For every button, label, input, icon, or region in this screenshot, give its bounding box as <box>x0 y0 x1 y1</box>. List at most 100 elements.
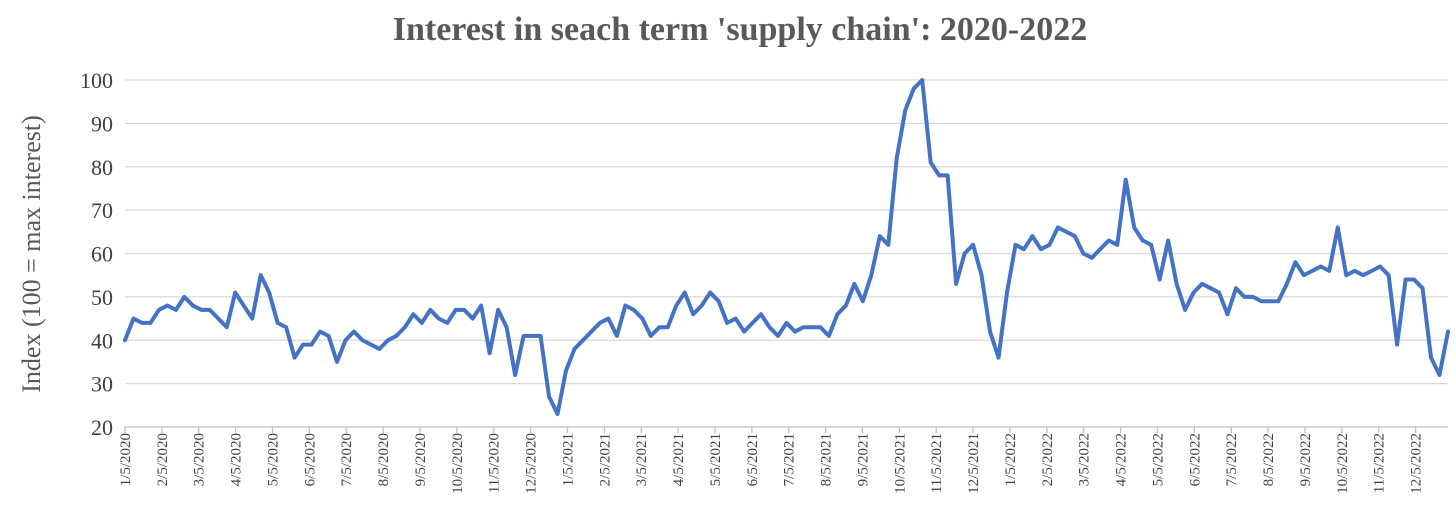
data-point <box>818 325 823 330</box>
data-point <box>504 325 509 330</box>
data-point <box>877 234 882 238</box>
data-point <box>140 321 144 325</box>
data-point <box>165 303 170 308</box>
data-point <box>377 347 382 351</box>
data-point <box>589 329 594 334</box>
data-point <box>996 355 1001 360</box>
data-point <box>1098 247 1103 251</box>
data-point <box>657 325 662 330</box>
data-point <box>267 290 271 295</box>
data-point <box>301 342 305 347</box>
data-point <box>1302 273 1306 277</box>
data-point <box>462 308 467 312</box>
data-point <box>1437 373 1442 377</box>
data-point <box>920 78 924 82</box>
data-point <box>776 334 780 338</box>
data-point <box>1386 273 1391 277</box>
x-tick-label: 10/5/2020 <box>450 433 466 494</box>
data-point <box>530 334 534 338</box>
y-tick-label: 60 <box>91 242 113 267</box>
data-point <box>199 308 204 312</box>
data-point <box>394 334 399 338</box>
data-point <box>258 273 263 277</box>
data-point <box>538 334 543 338</box>
x-tick-label: 3/5/2020 <box>192 433 208 486</box>
data-point <box>157 308 161 312</box>
data-point <box>1166 238 1170 243</box>
data-point <box>1369 269 1374 273</box>
data-point <box>335 360 339 364</box>
data-point <box>360 338 365 343</box>
data-point <box>250 316 255 321</box>
data-point <box>1022 247 1026 251</box>
data-point <box>1276 299 1281 304</box>
data-point <box>699 303 704 308</box>
data-point <box>937 173 941 178</box>
y-tick-label: 90 <box>91 111 113 136</box>
x-tick-label: 1/5/2021 <box>560 433 576 486</box>
data-point <box>1073 234 1077 238</box>
data-point <box>496 308 500 312</box>
data-point <box>403 325 407 330</box>
data-point <box>1090 256 1094 260</box>
data-point <box>1361 273 1365 277</box>
x-tick-label: 12/5/2022 <box>1409 433 1425 494</box>
data-point <box>1420 286 1425 291</box>
data-point <box>233 290 238 295</box>
data-point <box>962 251 967 256</box>
data-point <box>428 308 433 312</box>
data-point <box>1157 277 1162 282</box>
data-point <box>1149 243 1153 247</box>
data-point <box>174 308 178 312</box>
data-point <box>275 321 280 325</box>
y-tick-label: 40 <box>91 328 113 353</box>
y-tick-label: 100 <box>80 68 113 93</box>
data-point <box>1285 282 1289 286</box>
data-point <box>572 347 577 351</box>
data-point <box>988 329 992 334</box>
data-point <box>793 329 797 334</box>
data-point <box>1327 269 1332 273</box>
data-point <box>470 316 475 321</box>
data-point <box>1191 290 1196 295</box>
data-point <box>886 243 891 247</box>
data-point <box>869 273 874 277</box>
x-tick-label: 7/5/2020 <box>339 433 355 486</box>
x-tick-label: 2/5/2020 <box>155 433 171 486</box>
x-tick-label: 10/5/2022 <box>1335 433 1351 494</box>
x-tick-label: 9/5/2020 <box>413 433 429 486</box>
data-point <box>1352 269 1357 273</box>
x-tick-label: 9/5/2021 <box>855 433 871 486</box>
data-point <box>241 303 246 308</box>
data-point <box>827 334 831 338</box>
data-point <box>1106 238 1111 243</box>
data-point <box>1174 282 1179 286</box>
x-tick-label: 10/5/2021 <box>892 433 908 494</box>
y-tick-label: 70 <box>91 198 113 223</box>
data-point <box>1242 295 1247 299</box>
data-point <box>1251 295 1255 299</box>
data-point <box>632 308 636 312</box>
data-point <box>453 308 458 312</box>
data-point <box>1013 243 1018 247</box>
x-tick-label: 2/5/2021 <box>597 433 613 486</box>
data-point <box>1217 290 1221 295</box>
data-point <box>326 334 331 338</box>
data-point <box>606 316 611 321</box>
data-point <box>665 325 670 330</box>
data-point <box>521 334 526 338</box>
data-point <box>555 412 560 416</box>
data-point <box>284 325 288 330</box>
x-tick-label: 7/5/2022 <box>1224 433 1240 486</box>
data-point <box>1005 290 1009 295</box>
x-tick-label: 8/5/2021 <box>819 433 835 486</box>
data-point <box>487 351 492 356</box>
y-axis-ticks: 20 30 40 50 60 70 80 90 100 <box>80 68 113 440</box>
x-tick-label: 6/5/2020 <box>302 433 318 486</box>
x-tick-label: 2/5/2022 <box>1040 433 1056 486</box>
data-point <box>436 316 441 321</box>
data-point <box>1378 264 1382 269</box>
data-point <box>674 303 679 308</box>
